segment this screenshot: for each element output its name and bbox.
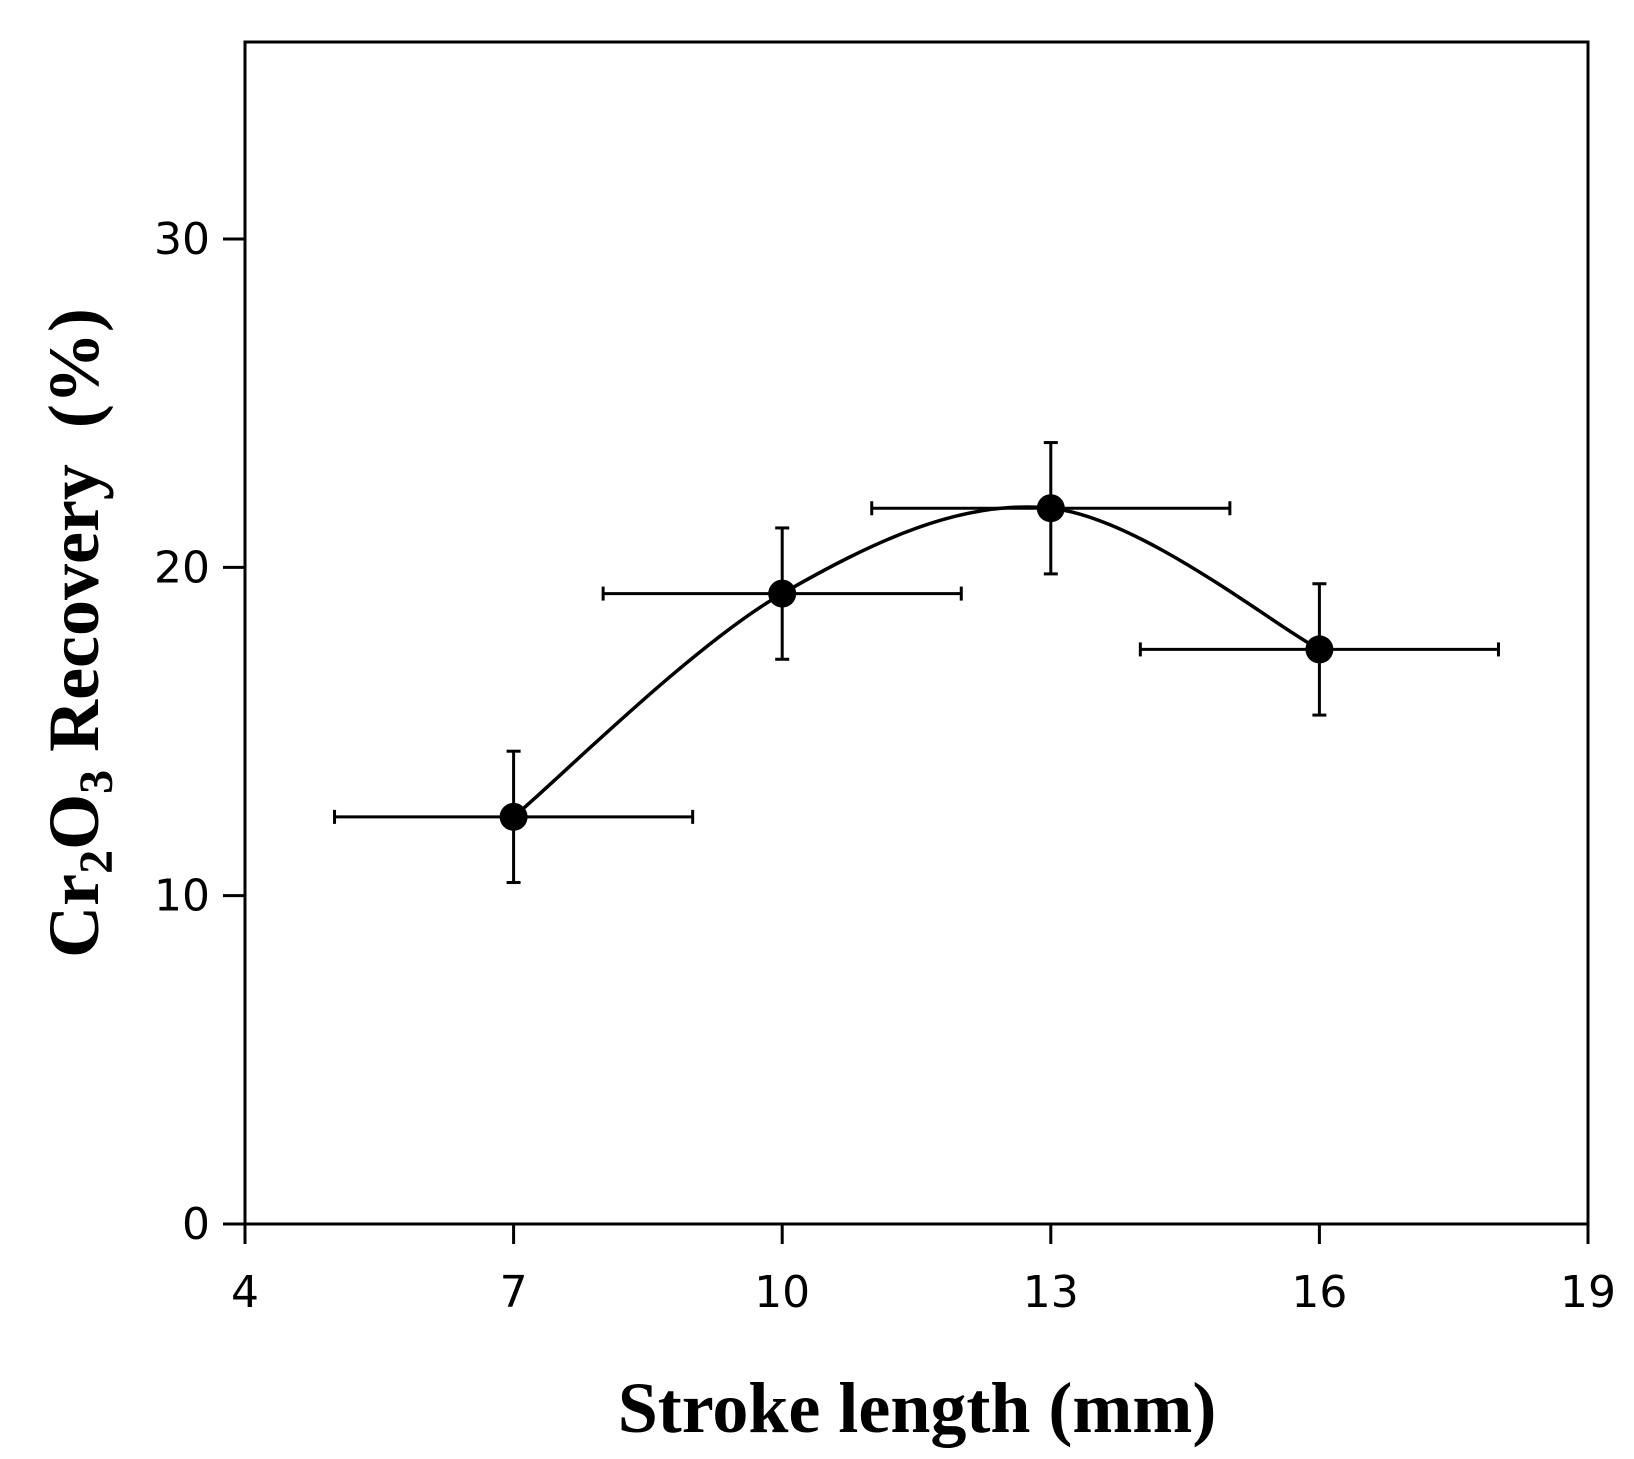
- y-title-sub-3: 3: [70, 770, 123, 794]
- x-tick-label: 13: [1023, 1267, 1079, 1318]
- data-point: [768, 579, 797, 608]
- y-tick-label: 30: [154, 214, 210, 265]
- data-point: [1036, 494, 1065, 523]
- x-tick-label: 7: [500, 1267, 528, 1318]
- plot-frame: [243, 40, 1590, 1226]
- data-point: [499, 802, 528, 831]
- y-title-o: O: [34, 794, 114, 850]
- x-tick-label: 16: [1291, 1267, 1347, 1318]
- y-ticks: 0 10 20 30: [154, 214, 245, 1250]
- x-ticks: 4 7 10 13 16 19: [231, 1224, 1616, 1318]
- x-tick-label: 19: [1560, 1267, 1616, 1318]
- y-tick-label: 10: [154, 871, 210, 922]
- data-point: [1305, 635, 1334, 664]
- y-axis-title: Cr2O3 Recovery (%): [34, 308, 123, 958]
- x-tick-label: 10: [754, 1267, 810, 1318]
- x-axis-title: Stroke length (mm): [618, 1368, 1217, 1448]
- y-title-cr: Cr: [34, 874, 114, 958]
- y-tick-label: 0: [182, 1199, 210, 1250]
- y-title-rest: Recovery (%): [34, 308, 114, 770]
- y-tick-label: 20: [154, 542, 210, 593]
- data-markers: [499, 494, 1334, 831]
- trend-curve: [512, 505, 1321, 819]
- x-tick-label: 4: [231, 1267, 259, 1318]
- y-title-sub-2: 2: [70, 850, 123, 874]
